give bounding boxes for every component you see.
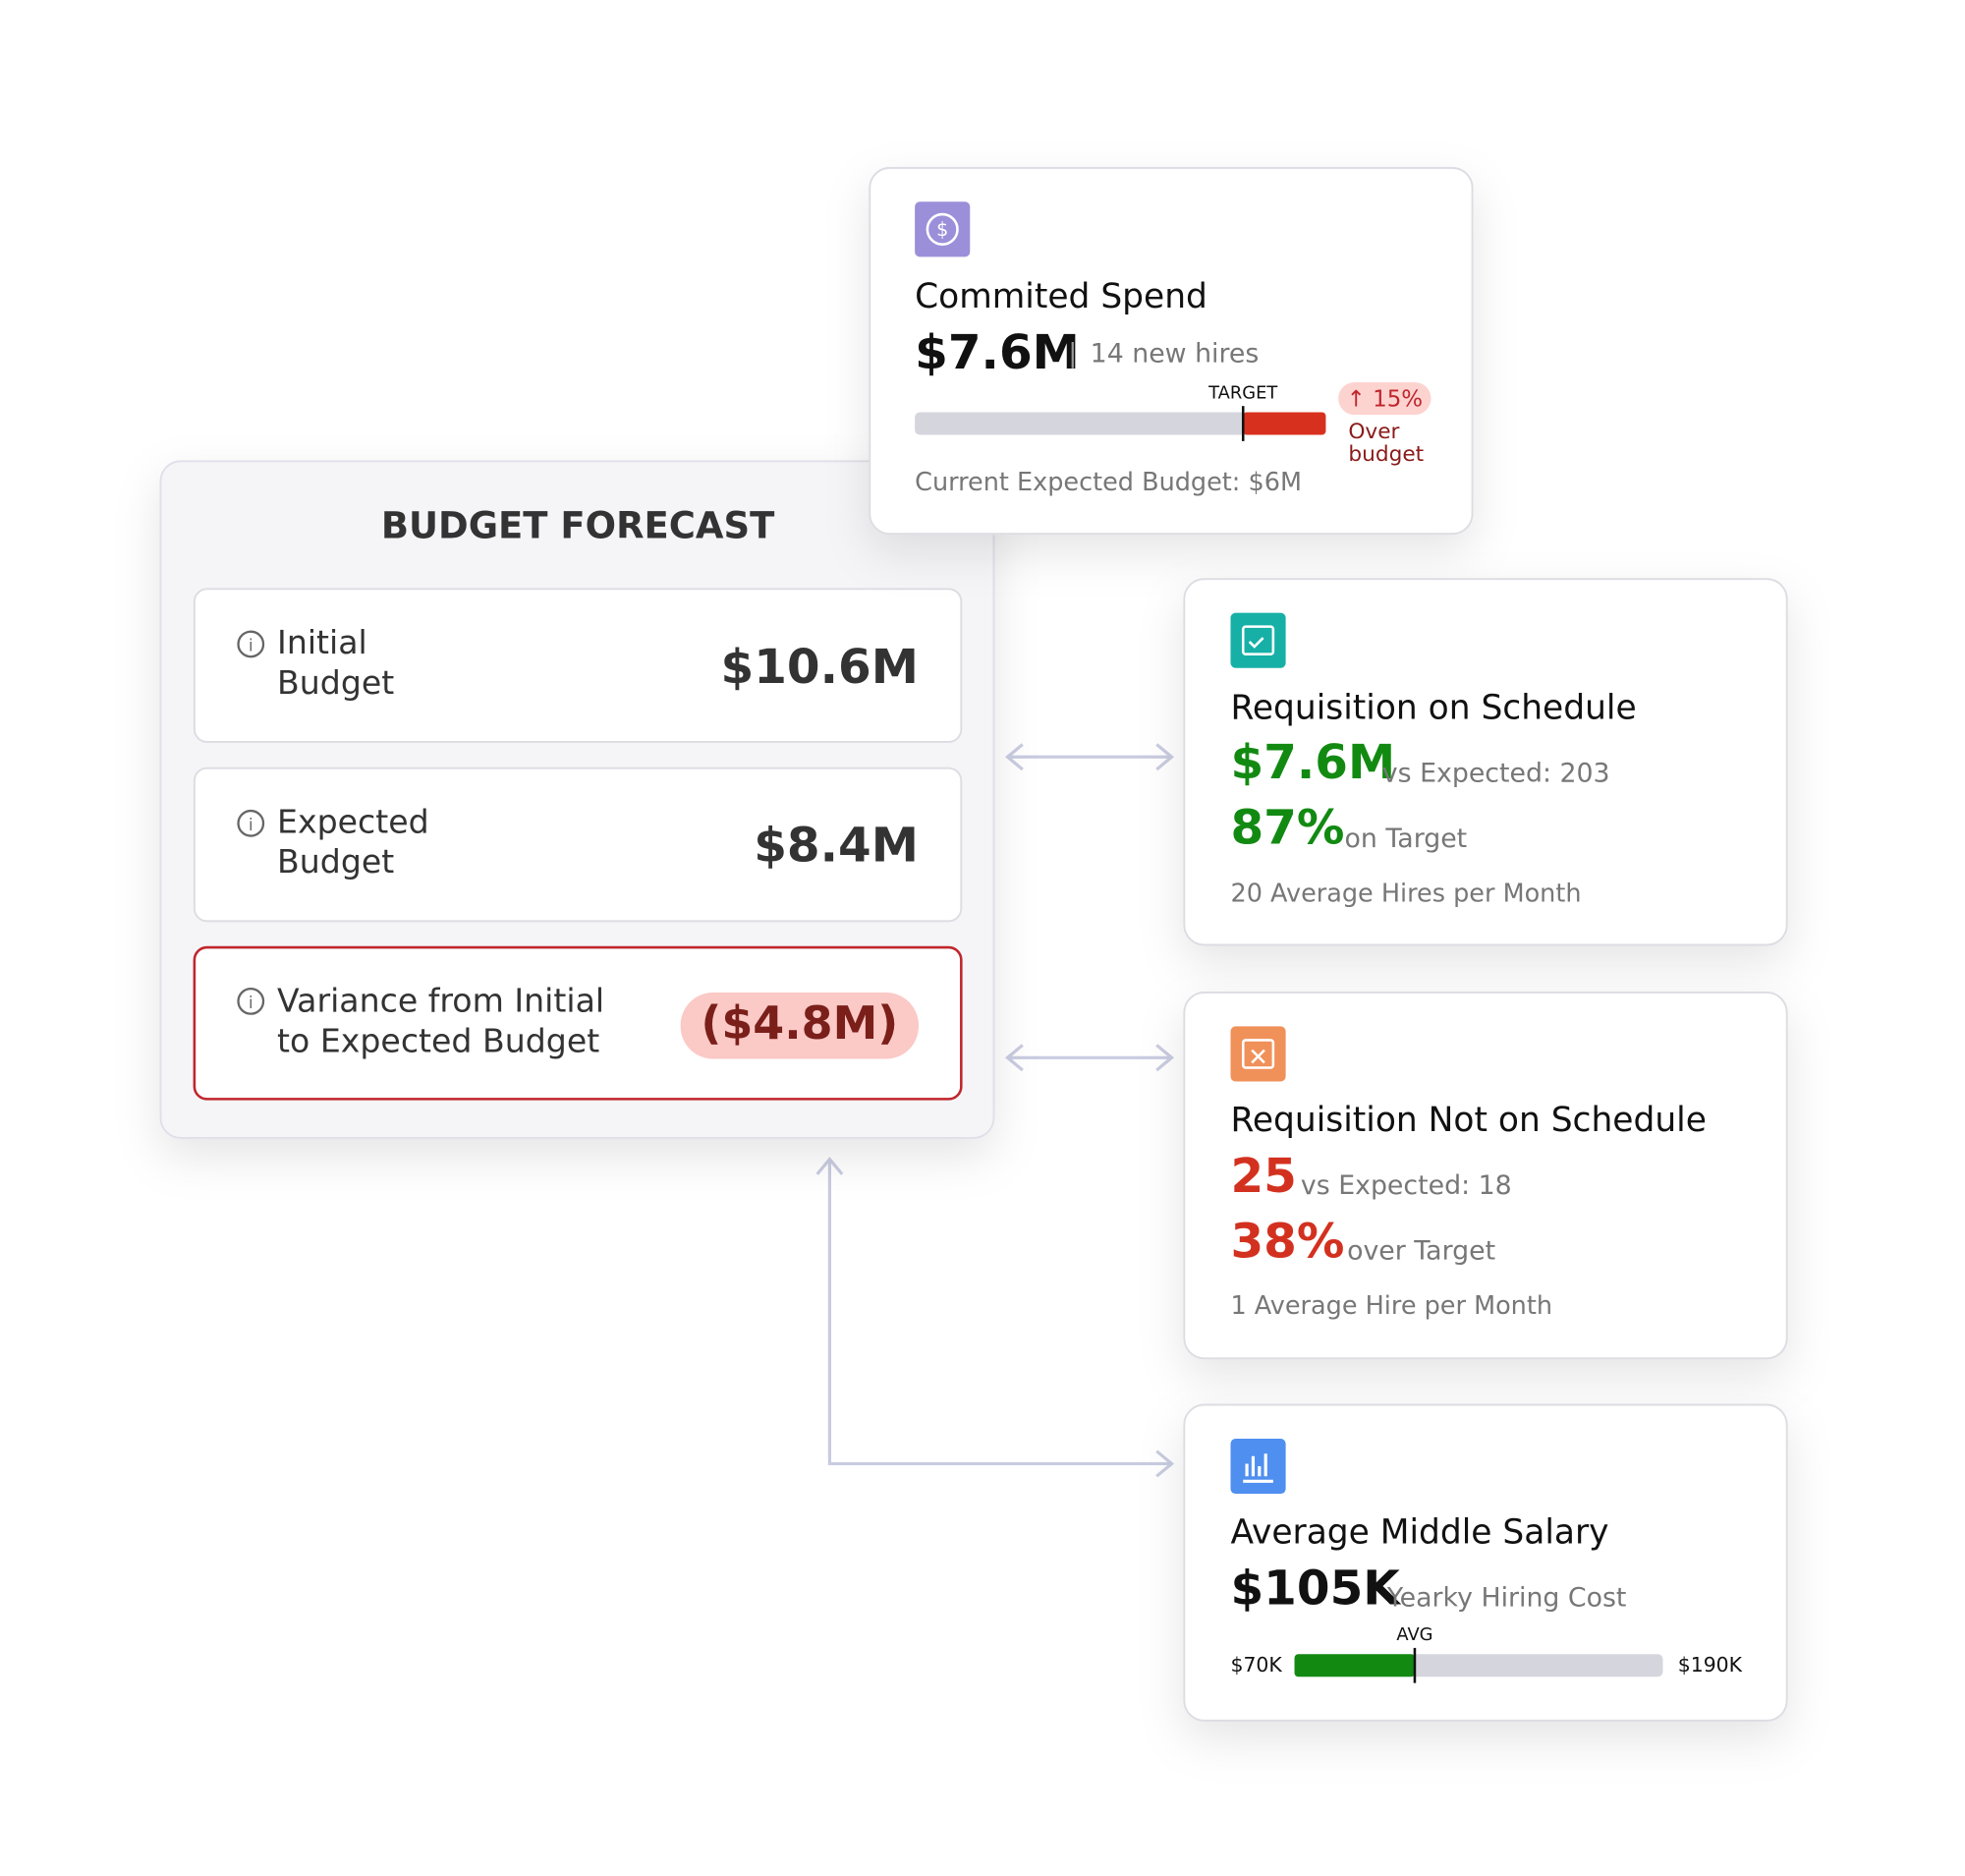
- connectors: [815, 743, 1175, 1478]
- row-bg: [193, 767, 963, 923]
- row-bg: [193, 945, 963, 1101]
- info-icon: [237, 809, 265, 837]
- card-title: Requisition on Schedule: [1230, 688, 1636, 727]
- row-label: Budget: [277, 663, 394, 702]
- on-schedule-card: Requisition on Schedule $7.6M vs Expecte…: [1183, 578, 1788, 946]
- value: $7.6M: [1230, 735, 1395, 790]
- footer: 1 Average Hire per Month: [1230, 1291, 1552, 1321]
- row-label: Expected: [277, 802, 429, 840]
- info-icon: [237, 987, 265, 1015]
- card-bg: [869, 166, 1474, 536]
- max-label: $190K: [1678, 1653, 1743, 1677]
- row-value: $8.4M: [754, 818, 919, 873]
- value: $7.6M: [915, 325, 1080, 380]
- progress-over: [1243, 412, 1326, 435]
- hires: 14 new hires: [1091, 338, 1260, 369]
- row-value: $10.6M: [721, 640, 919, 695]
- arrow: [815, 1157, 1175, 1478]
- committed-spend-card: $ Commited Spend $7.6M | 14 new hires TA…: [869, 166, 1474, 536]
- percent-note: on Target: [1345, 824, 1468, 854]
- card-title: Commited Spend: [915, 277, 1207, 316]
- change-pill: [1338, 381, 1432, 416]
- icon-glyph: [1251, 1049, 1265, 1064]
- icon: [1230, 612, 1286, 668]
- icon-glyph: [1241, 1039, 1275, 1069]
- variance-pill: [680, 992, 919, 1059]
- icon: [1230, 1026, 1286, 1082]
- change: ↑ 15%: [1347, 386, 1423, 412]
- avg-label: AVG: [1396, 1624, 1432, 1645]
- budget-forecast-card: BUDGET FORECAST i Initial Budget $10.6M …: [159, 460, 995, 1139]
- row-label: Variance from Initial: [277, 982, 604, 1020]
- row-value: ($4.8M): [701, 996, 898, 1050]
- card-title: Average Middle Salary: [1230, 1512, 1608, 1552]
- value-note: vs Expected: 18: [1301, 1170, 1512, 1201]
- value: $105K: [1230, 1562, 1401, 1617]
- value-note: vs Expected: 203: [1382, 759, 1610, 789]
- footer: Current Expected Budget: $6M: [915, 468, 1302, 497]
- salary-card: Average Middle Salary $105K Yearky Hirin…: [1183, 1403, 1788, 1722]
- arrow: [1005, 743, 1175, 771]
- info-icon-glyph: i: [249, 994, 253, 1012]
- icon-glyph: [926, 212, 959, 246]
- card-bg: [1183, 992, 1788, 1360]
- info-icon: [237, 630, 265, 658]
- arrow: [1005, 1044, 1175, 1072]
- card-bg: [1183, 1403, 1788, 1722]
- percent: 38%: [1230, 1214, 1344, 1269]
- status: budget: [1348, 442, 1424, 467]
- info-icon-glyph: i: [249, 816, 253, 834]
- row-label: to Expected Budget: [277, 1021, 599, 1059]
- icon: [915, 201, 971, 257]
- info-icon-glyph: i: [249, 637, 253, 655]
- min-label: $70K: [1230, 1653, 1282, 1677]
- icon-glyph: $: [936, 218, 948, 241]
- status: Over: [1348, 420, 1399, 444]
- card-title: Requisition Not on Schedule: [1230, 1101, 1706, 1140]
- icon-glyph: [1248, 637, 1264, 649]
- card-bg: [1183, 578, 1788, 946]
- target-label: TARGET: [1207, 382, 1277, 403]
- not-on-schedule-card: Requisition Not on Schedule 25 vs Expect…: [1183, 992, 1788, 1360]
- progress-track: [915, 412, 1326, 435]
- icon-glyph: [1243, 1453, 1273, 1483]
- row-bg: [193, 588, 963, 743]
- percent-note: over Target: [1347, 1235, 1495, 1266]
- separator: |: [1068, 338, 1077, 369]
- percent: 87%: [1230, 800, 1344, 855]
- value-note: Yearky Hiring Cost: [1386, 1583, 1627, 1614]
- footer: 20 Average Hires per Month: [1230, 880, 1581, 909]
- card-title: BUDGET FORECAST: [381, 504, 775, 546]
- value: 25: [1230, 1149, 1296, 1204]
- icon-glyph: [1241, 625, 1275, 655]
- row-label: Budget: [277, 842, 394, 881]
- row-label: Initial: [277, 623, 367, 661]
- range-fill: [1294, 1654, 1415, 1677]
